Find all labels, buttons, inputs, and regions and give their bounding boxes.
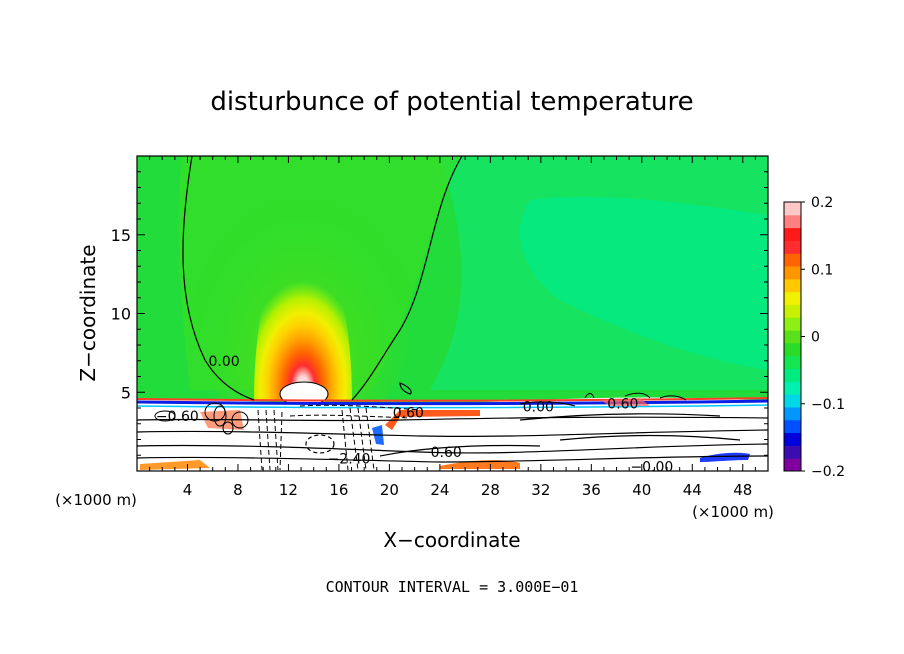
colorbar-swatch [784,368,801,382]
x-tick-label: 48 [733,481,752,499]
contour-cluster-left [154,402,249,435]
colorbar-tick-label: 0.2 [811,195,833,211]
contour-label: 0.60 [431,445,462,461]
contour-labels: 0.00 0.60 0.60 0.00 0.60 −0.60 −2.40 −0.00 [156,354,673,475]
colorbar-swatch [784,355,801,370]
colorbar-swatch [784,406,801,421]
colorbar-swatch [784,381,801,395]
contour-lines [137,156,768,463]
y-tick-label: 5 [121,383,131,402]
colorbar-ticks: 0.2 0.1 0 −0.1 −0.2 [801,195,845,480]
x-tick-label: 40 [632,481,651,499]
contour-label: −0.00 [630,459,673,475]
contour-label: 0.00 [523,399,554,415]
colorbar-tick-label: 0 [811,330,820,346]
x-tick-label: 20 [380,481,399,499]
x-tick-label: 36 [582,481,601,499]
y-tick-label: 10 [111,305,131,324]
contour-label: 0.60 [393,406,424,422]
field-inversion-blue [137,399,768,406]
colorbar-swatch [784,419,801,434]
contour-label: 0.60 [607,396,638,412]
colorbar-swatch [784,278,801,293]
x-axis: 4 8 12 16 20 24 28 32 36 40 44 48 [149,156,756,499]
colorbar-swatch [784,266,801,280]
x-tick-label: 12 [279,481,298,499]
colorbar-swatch [784,458,801,472]
colorbar-tick-label: −0.1 [811,397,845,413]
field-warm-plume [254,230,352,400]
colorbar-swatch [784,214,801,229]
x-unit-right: (×1000 m) [692,503,774,521]
colorbar-swatch [784,240,801,254]
field-patch-red [385,410,480,430]
field-inversion-red [137,397,768,402]
plot-area: 0.00 0.60 0.60 0.00 0.60 −0.60 −2.40 −0.00 [137,156,768,475]
colorbar-swatch [784,394,801,408]
y-tick-label: 15 [111,226,131,245]
x-tick-label: 28 [481,481,500,499]
y-axis: 5 10 15 [111,171,768,456]
colorbar-tick-label: 0.1 [811,262,833,278]
contour-label: −2.40 [328,451,371,467]
colorbar-swatch [784,202,801,216]
x-tick-label: 32 [531,481,550,499]
contour-label: 0.00 [208,354,239,370]
contour-cluster-right [519,392,687,407]
colorbar-swatch [784,227,801,241]
colorbar-swatch [784,304,801,318]
chart-title: disturbunce of potential temperature [210,87,693,117]
colorbar-swatch [784,253,801,267]
colorbar-swatch [784,330,801,344]
colorbar-swatch [784,291,801,305]
colorbar-swatch [784,342,801,357]
x-tick-label: 16 [329,481,348,499]
field-patch-orange [440,460,520,469]
colorbar [784,202,801,472]
field-patch-right-blue [700,452,750,462]
x-unit-left: (×1000 m) [55,491,137,509]
field-cooler-region [520,196,768,370]
x-tick-label: 24 [430,481,449,499]
x-tick-label: 44 [683,481,702,499]
colorbar-swatch [784,317,801,331]
field-inversion-cyan [137,404,768,409]
x-tick-label: 4 [183,481,193,499]
field-patch-right-red [600,398,650,406]
contour-label: −0.60 [156,409,199,425]
contour-interval-note: CONTOUR INTERVAL = 3.000E−01 [326,578,579,596]
x-tick-label: 8 [233,481,243,499]
contour-lines-negative [257,404,421,471]
colorbar-tick-label: −0.2 [811,464,845,480]
colorbar-swatch [784,432,801,446]
colorbar-swatch [784,445,801,459]
x-axis-title: X−coordinate [383,528,520,552]
y-axis-title: Z−coordinate [76,244,100,381]
field-patch-left [140,460,210,470]
